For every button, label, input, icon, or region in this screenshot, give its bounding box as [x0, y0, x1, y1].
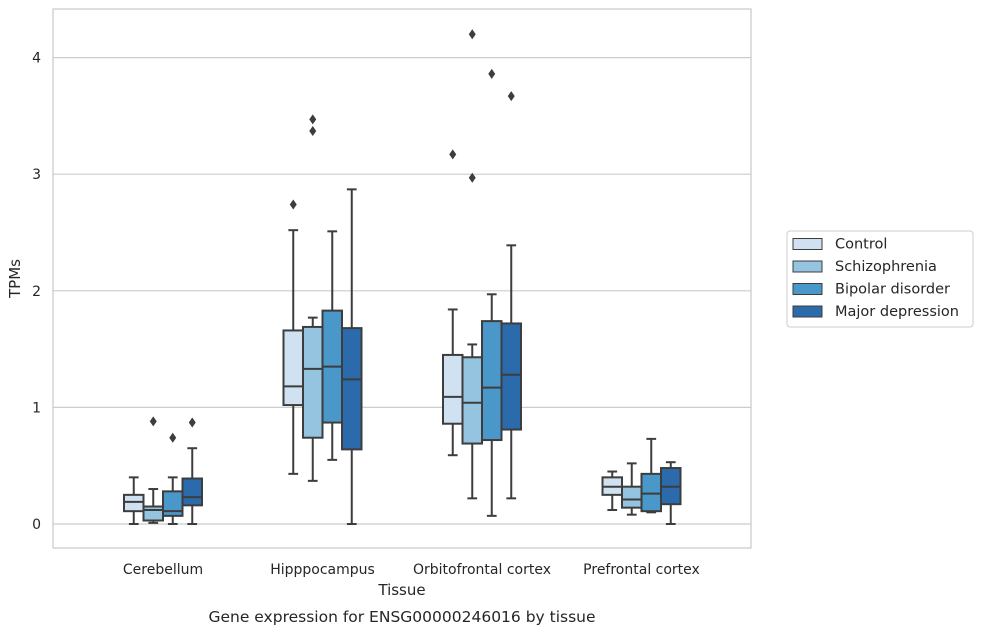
box-iqr [442, 353, 464, 425]
outlier-point [289, 199, 297, 210]
outlier-point [449, 149, 457, 160]
plot-frame [52, 8, 752, 549]
box-major-depression [181, 417, 203, 525]
box-schizophrenia [461, 29, 483, 500]
box-iqr [302, 325, 324, 439]
x-tick-label: Cerebellum [123, 562, 203, 578]
outlier-point [488, 68, 496, 79]
box-iqr [481, 320, 503, 442]
x-axis-title: Tissue [377, 581, 425, 599]
legend-swatch [792, 238, 823, 250]
x-tick-label: Orbitofrontal cortex [413, 562, 551, 578]
legend-label: Major depression [835, 304, 959, 320]
legend: Control Schizophrenia Bipolar disorder Majo… [786, 230, 974, 328]
box-bipolar-disorder [321, 230, 343, 461]
box-major-depression [341, 188, 363, 525]
x-tick-label: Prefrontal cortex [583, 562, 700, 578]
outlier-point [507, 91, 515, 102]
box-iqr [282, 329, 304, 407]
x-tick-label: Hipppocampus [270, 562, 375, 578]
box-iqr [640, 472, 662, 513]
y-tick-label: 2 [32, 284, 41, 300]
box-iqr [181, 477, 203, 507]
legend-swatch [792, 305, 823, 318]
box-schizophrenia [621, 462, 643, 516]
outlier-point [309, 126, 317, 137]
y-tick-label: 1 [32, 400, 41, 416]
box-control [123, 476, 145, 525]
box-major-depression [660, 461, 682, 525]
outlier-point [149, 416, 157, 427]
legend-label: Control [835, 237, 887, 253]
y-tick-label: 3 [32, 167, 41, 183]
box-major-depression [500, 91, 522, 500]
box-iqr [123, 493, 145, 513]
outlier-point [169, 432, 177, 443]
plot-area: 0 1 2 3 4 Cerebellum Hipppocampus Orbitofrontal… [32, 8, 752, 578]
legend-frame [786, 230, 974, 328]
box-iqr [500, 322, 522, 431]
box-iqr [142, 505, 164, 522]
outlier-point [309, 114, 317, 125]
box-bipolar-disorder [640, 437, 662, 514]
legend-label: Schizophrenia [835, 259, 937, 275]
box-iqr [461, 356, 483, 445]
legend-label: Bipolar disorder [835, 282, 950, 298]
y-tick-label: 0 [32, 517, 41, 533]
legend-swatch [792, 283, 823, 295]
box-control [601, 470, 623, 512]
box-schizophrenia [142, 416, 164, 524]
y-axis-title: TPMs [6, 259, 24, 299]
legend-swatch [792, 260, 823, 273]
box-iqr [341, 327, 363, 451]
box-iqr [621, 485, 643, 509]
box-bipolar-disorder [162, 432, 184, 525]
outlier-point [188, 417, 196, 428]
outlier-point [468, 172, 476, 183]
y-tick-label: 4 [32, 51, 41, 67]
chart-caption: Gene expression for ENSG00000246016 by t… [208, 608, 595, 626]
outlier-point [468, 29, 476, 40]
box-control [282, 199, 304, 475]
